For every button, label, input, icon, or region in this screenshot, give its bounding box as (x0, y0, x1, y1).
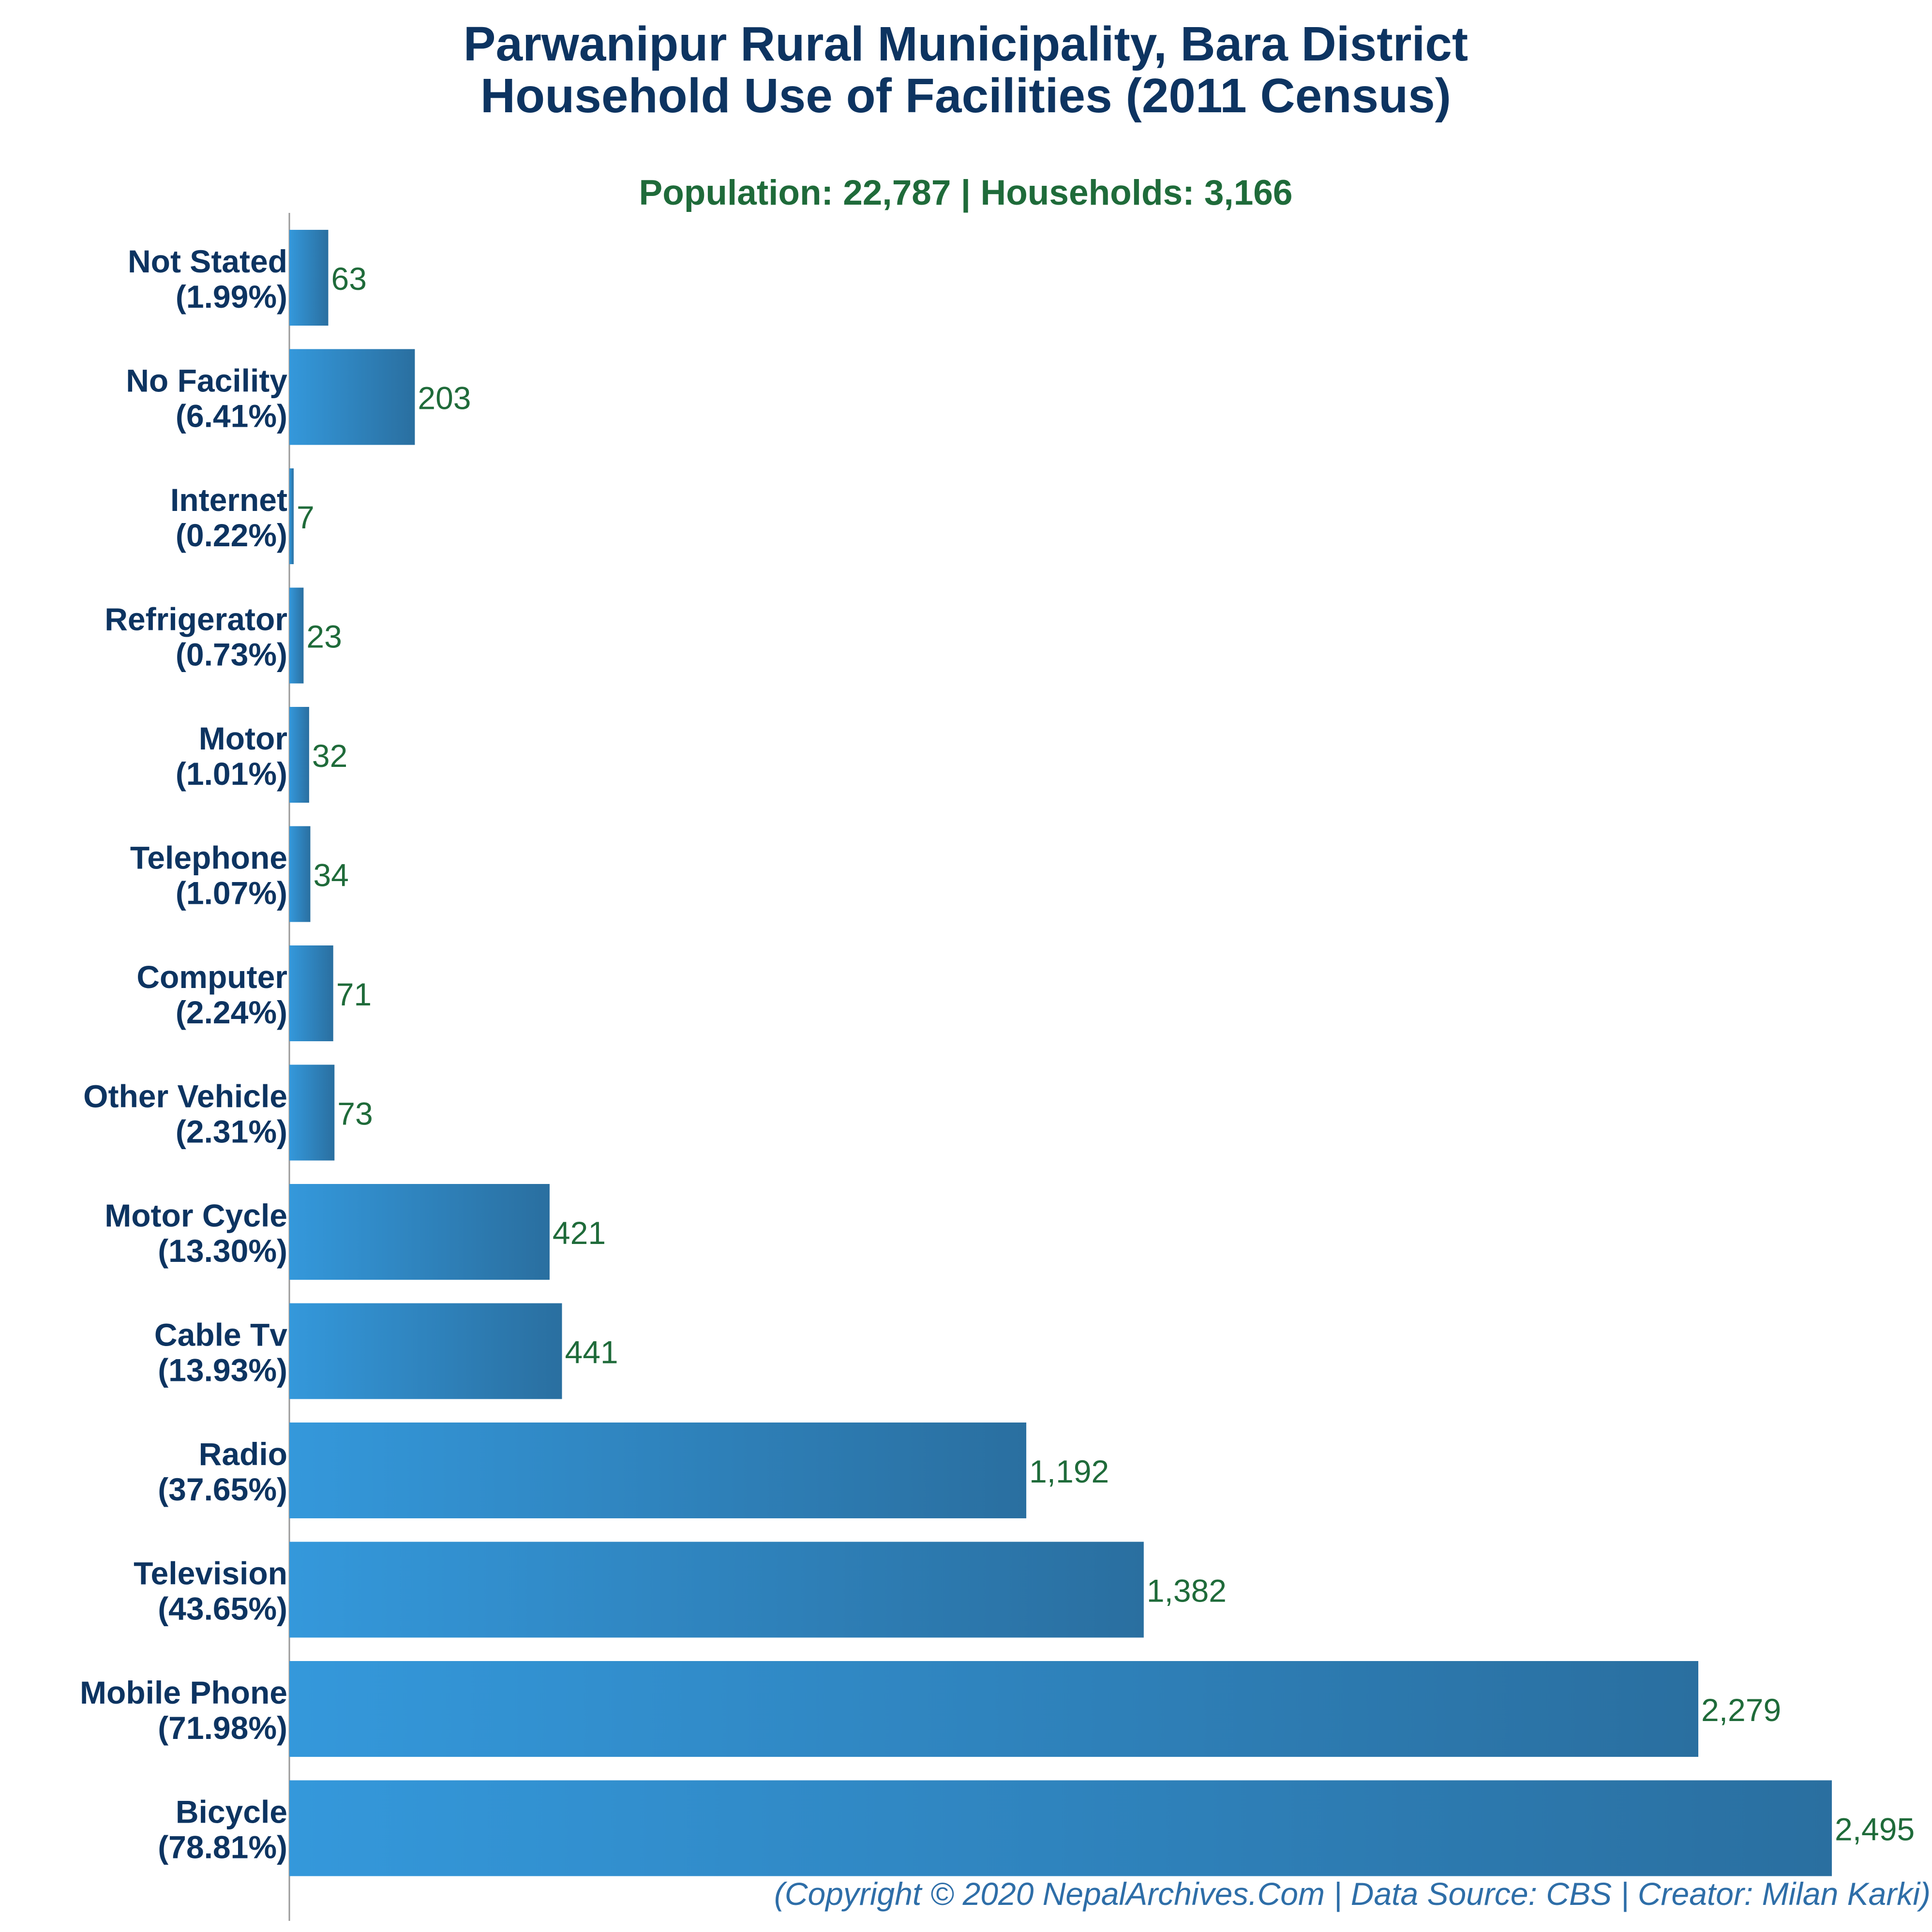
bar-other-vehicle (289, 1064, 335, 1161)
category-label-internet: Internet (170, 482, 287, 518)
value-label-motor: 32 (312, 738, 347, 774)
percent-label-television: (43.65%) (158, 1591, 287, 1627)
bar-mobile-phone (289, 1661, 1699, 1757)
value-label-radio: 1,192 (1029, 1453, 1109, 1489)
value-label-mobile-phone: 2,279 (1701, 1692, 1781, 1728)
percent-label-not-stated: (1.99%) (176, 279, 287, 315)
bars-group (289, 230, 1832, 1876)
chart-subtitle: Population: 22,787 | Households: 3,166 (639, 173, 1293, 212)
category-label-not-stated: Not Stated (128, 243, 287, 279)
value-labels-group: 63 203 7 23 32 34 71 73 421 441 1,192 1,382 2,279 2,4… (297, 261, 1915, 1847)
percent-label-cable-tv: (13.93%) (158, 1352, 287, 1388)
bar-refrigerator (289, 587, 304, 684)
percent-label-telephone: (1.07%) (176, 875, 287, 911)
percent-label-mobile-phone: (71.98%) (158, 1710, 287, 1746)
category-label-mobile-phone: Mobile Phone (80, 1675, 287, 1710)
category-label-radio: Radio (199, 1436, 287, 1472)
value-label-computer: 71 (336, 976, 372, 1012)
percent-label-refrigerator: (0.73%) (176, 637, 287, 673)
bar-motor-cycle (289, 1184, 550, 1280)
category-label-cable-tv: Cable Tv (154, 1317, 287, 1353)
chart-footer: (Copyright © 2020 NepalArchives.Com | Da… (774, 1876, 1931, 1913)
value-label-cable-tv: 441 (565, 1334, 618, 1370)
chart-title-line-1: Parwanipur Rural Municipality, Bara Dist… (464, 17, 1468, 71)
bar-motor (289, 707, 309, 803)
bar-not-stated (289, 230, 329, 326)
category-label-computer: Computer (136, 959, 287, 995)
category-labels-group: Not Stated(1.99%) No Facility(6.41%) Inter… (80, 243, 287, 1865)
percent-label-motor-cycle: (13.30%) (158, 1233, 287, 1269)
category-label-bicycle: Bicycle (176, 1794, 287, 1830)
bar-no-facility (289, 349, 415, 445)
bar-radio (289, 1423, 1027, 1518)
bar-internet (289, 468, 294, 564)
value-label-telephone: 34 (313, 857, 348, 893)
percent-label-no-facility: (6.41%) (176, 398, 287, 434)
value-label-refrigerator: 23 (306, 619, 342, 655)
chart-title-line-2: Household Use of Facilities (2011 Census… (480, 69, 1451, 123)
category-label-other-vehicle: Other Vehicle (83, 1078, 287, 1114)
value-label-internet: 7 (297, 499, 315, 535)
category-label-refrigerator: Refrigerator (105, 601, 287, 637)
category-label-motor: Motor (199, 720, 287, 756)
bar-computer (289, 945, 333, 1041)
percent-label-other-vehicle: (2.31%) (176, 1114, 287, 1150)
value-label-other-vehicle: 73 (337, 1096, 373, 1132)
value-label-not-stated: 63 (331, 261, 366, 297)
category-label-motor-cycle: Motor Cycle (105, 1198, 287, 1233)
percent-label-motor: (1.01%) (176, 756, 287, 792)
percent-label-radio: (37.65%) (158, 1471, 287, 1507)
percent-label-bicycle: (78.81%) (158, 1829, 287, 1865)
category-label-television: Television (134, 1556, 287, 1591)
value-label-no-facility: 203 (418, 380, 471, 416)
category-label-telephone: Telephone (130, 840, 287, 876)
bar-telephone (289, 826, 311, 922)
bar-bicycle (289, 1780, 1832, 1876)
bar-television (289, 1542, 1144, 1638)
value-label-television: 1,382 (1147, 1573, 1227, 1609)
value-label-bicycle: 2,495 (1835, 1812, 1915, 1847)
category-label-no-facility: No Facility (126, 363, 287, 399)
value-label-motor-cycle: 421 (553, 1215, 606, 1251)
percent-label-internet: (0.22%) (176, 517, 287, 553)
percent-label-computer: (2.24%) (176, 994, 287, 1030)
bar-cable-tv (289, 1303, 562, 1399)
